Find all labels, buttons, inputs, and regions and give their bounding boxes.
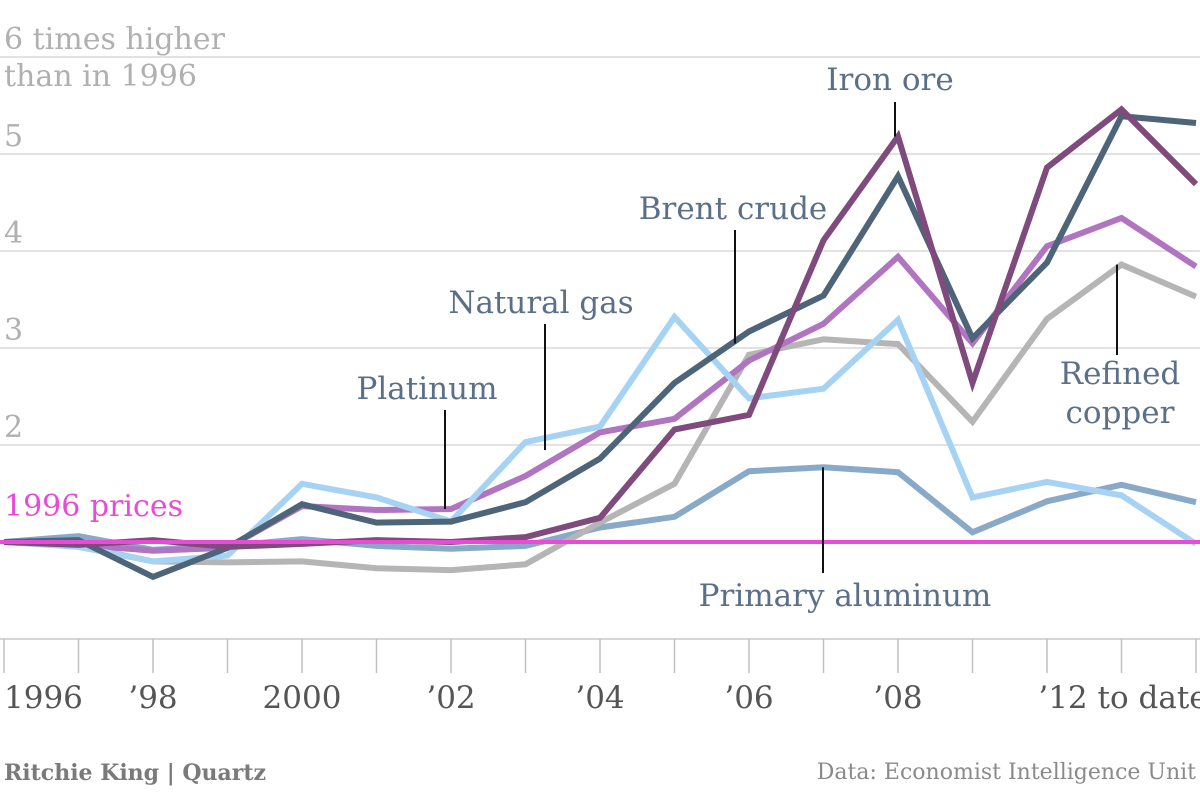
y-top-label: 6 times higher — [4, 22, 226, 57]
y-tick-label: 5 — [4, 119, 23, 154]
annotation-label: Brent crude — [639, 191, 828, 227]
annotation-label: Refined copper — [1060, 356, 1181, 431]
x-tick-label: 1996 — [4, 680, 83, 716]
x-tick-label: ’02 — [426, 680, 475, 716]
annotation-label: Iron ore — [826, 62, 953, 98]
annotation-label: Natural gas — [448, 285, 633, 321]
annotation-label-line: Refined — [1060, 356, 1181, 392]
x-tick-label: ’08 — [873, 680, 922, 716]
series-line-iron-ore — [3, 105, 1199, 550]
annotation-label-line: copper — [1066, 395, 1175, 431]
y-tick-label: 2 — [4, 410, 23, 445]
y-top-label: than in 1996 — [4, 59, 197, 94]
baseline-label: 1996 prices — [4, 489, 183, 524]
source: Data: Economist Intelligence Unit — [816, 760, 1196, 785]
x-tick-label: 2000 — [263, 680, 342, 716]
x-tick-label: ’06 — [724, 680, 773, 716]
series-line-refined-copper — [3, 261, 1198, 574]
credit: Ritchie King | Quartz — [4, 760, 267, 786]
x-tick-label: ’04 — [575, 680, 624, 716]
x-tick-label: ’98 — [128, 680, 177, 716]
y-tick-label: 4 — [4, 216, 23, 251]
y-tick-label: 3 — [4, 313, 23, 348]
x-tick-label: ’12 to date — [1038, 680, 1200, 716]
annotation-label: Platinum — [357, 371, 498, 407]
annotation-label: Primary aluminum — [699, 578, 992, 614]
